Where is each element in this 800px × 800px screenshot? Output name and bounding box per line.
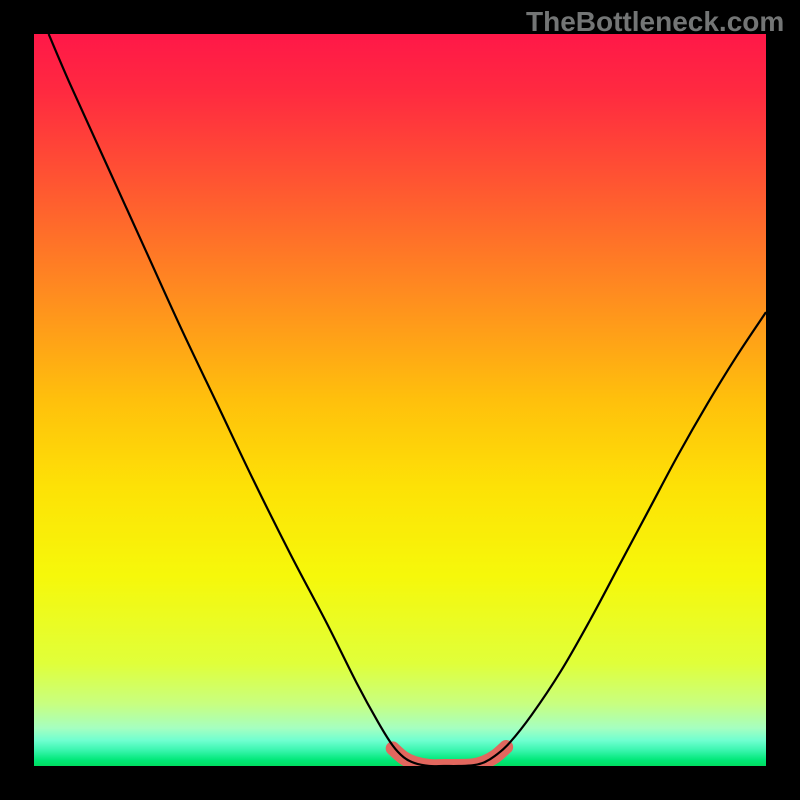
gradient-background [34, 34, 766, 766]
chart-container: TheBottleneck.com [0, 0, 800, 800]
watermark-text: TheBottleneck.com [526, 6, 784, 38]
bottleneck-curve-chart [34, 34, 766, 766]
plot-area [34, 34, 766, 766]
